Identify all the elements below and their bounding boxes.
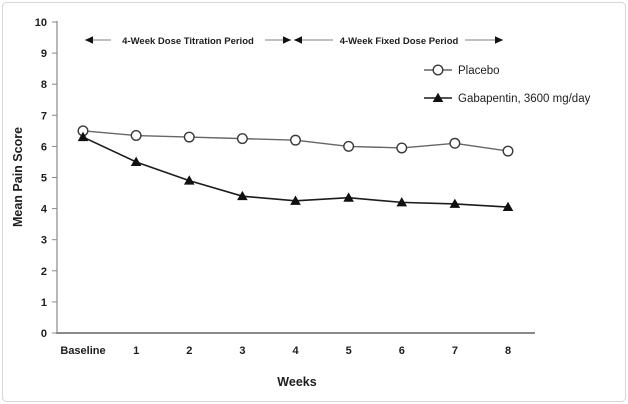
y-tick-label: 2 xyxy=(41,266,47,278)
x-tick-label: 2 xyxy=(186,345,192,357)
placebo-data-point xyxy=(290,134,302,146)
y-tick-label: 3 xyxy=(41,235,47,247)
gabapentin-legend-data-point xyxy=(432,92,444,102)
placebo-data-point xyxy=(343,140,355,152)
gabapentin-data-point xyxy=(77,131,89,142)
gabapentin-data-point xyxy=(237,190,248,201)
annotation-fixed-label: 4-Week Fixed Dose Period xyxy=(340,36,459,47)
annotation-titration-label: 4-Week Dose Titration Period xyxy=(122,36,254,47)
x-tick-label: 3 xyxy=(239,345,245,357)
gabapentin-data-point xyxy=(449,198,461,208)
y-tick-label: 5 xyxy=(41,173,47,185)
arrowhead-right-icon xyxy=(495,36,503,44)
legend-label-gabapentin: Gabapentin, 3600 mg/day xyxy=(458,93,591,105)
x-tick-label: 1 xyxy=(133,345,139,357)
y-tick-label: 1 xyxy=(41,297,47,309)
y-tick-label: 9 xyxy=(41,48,47,60)
placebo-data-point xyxy=(502,145,514,157)
y-tick-label: 8 xyxy=(41,79,47,91)
gabapentin-data-point xyxy=(183,175,195,185)
gabapentin-data-point xyxy=(396,197,408,207)
gabapentin-data-point xyxy=(343,192,354,202)
gabapentin-data-point xyxy=(290,195,301,205)
y-tick-label: 10 xyxy=(35,17,47,29)
x-tick-label: 7 xyxy=(452,345,458,357)
y-axis-title: Mean Pain Score xyxy=(11,127,25,227)
gabapentin-data-point xyxy=(502,201,514,212)
x-tick-label: 5 xyxy=(346,345,352,357)
data-series xyxy=(77,125,514,212)
annotation-label-bg xyxy=(333,33,465,47)
arrowhead-right-icon xyxy=(283,36,291,44)
placebo-data-point xyxy=(236,133,248,145)
x-tick-label: Baseline xyxy=(60,345,105,357)
y-tick-label: 7 xyxy=(41,110,47,122)
y-tick-label: 0 xyxy=(41,328,47,340)
placebo-legend-data-point xyxy=(432,64,444,76)
legend-markers xyxy=(424,64,452,102)
placebo-data-point xyxy=(183,131,195,143)
placebo-data-point xyxy=(130,130,142,142)
y-axis-ticks: 0 1 2 3 4 5 6 7 8 9 10 xyxy=(35,17,57,340)
placebo-data-point xyxy=(396,142,408,154)
gabapentin-data-point xyxy=(130,156,142,166)
x-axis-ticks: Baseline 1 2 3 4 5 6 7 8 xyxy=(60,345,511,357)
annotation-label-bg xyxy=(111,33,265,47)
x-tick-label: 6 xyxy=(399,345,405,357)
legend: Placebo Gabapentin, 3600 mg/day xyxy=(458,65,591,105)
annotation-labels: 4-Week Dose Titration Period 4-Week Fixe… xyxy=(111,33,465,47)
legend-label-placebo: Placebo xyxy=(458,65,500,77)
arrowhead-left-icon xyxy=(294,36,302,44)
x-axis-title: Weeks xyxy=(277,375,316,389)
y-tick-label: 6 xyxy=(41,141,47,153)
arrowhead-left-icon xyxy=(85,36,93,44)
y-tick-label: 4 xyxy=(41,204,48,216)
placebo-data-point xyxy=(449,137,461,149)
x-tick-label: 4 xyxy=(292,345,299,357)
x-tick-label: 8 xyxy=(505,345,511,357)
